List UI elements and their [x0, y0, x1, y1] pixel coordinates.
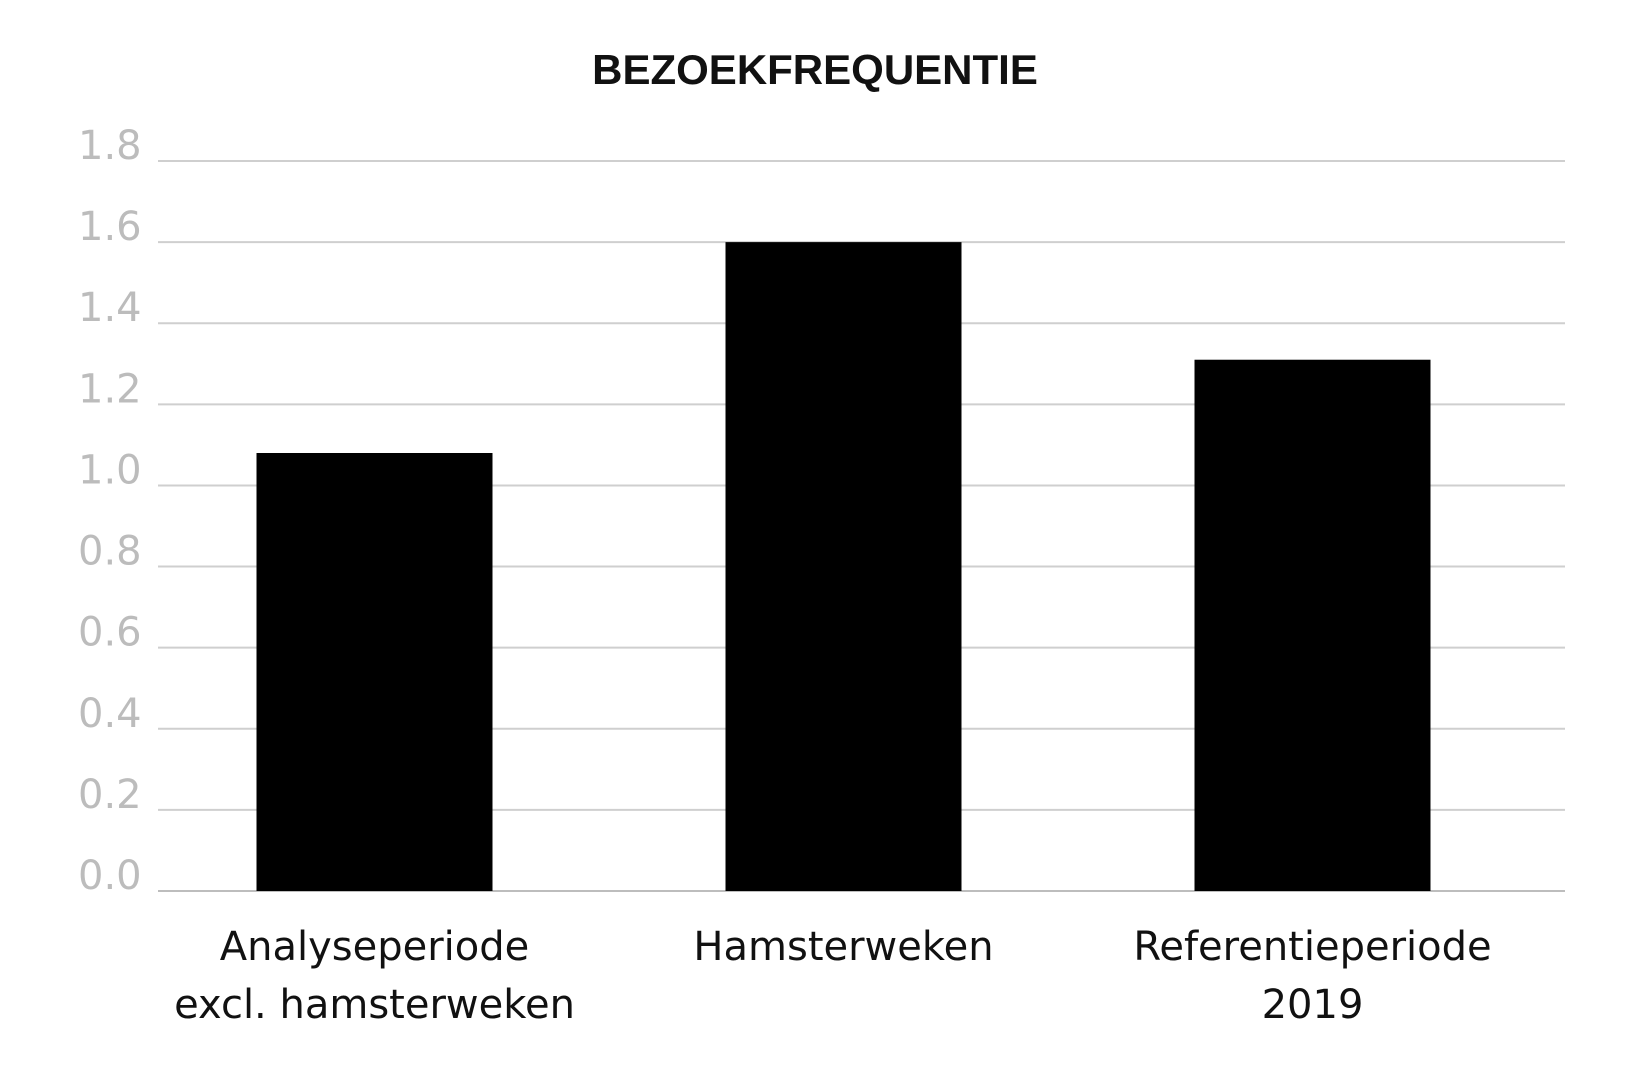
bars	[256, 242, 1431, 892]
y-tick-label: 0.0	[78, 853, 142, 899]
x-tick-label: Hamsterweken	[693, 924, 993, 970]
x-tick-label: Referentieperiode	[1133, 924, 1491, 970]
y-tick-label: 1.6	[78, 204, 142, 250]
bar	[725, 242, 962, 892]
y-axis-ticks: 0.0 0.2 0.4 0.6 0.8 1.0 1.2 1.4 1.6 1.8	[78, 123, 142, 899]
y-tick-label: 1.0	[78, 447, 142, 493]
x-tick-label: Analyseperiode	[220, 924, 530, 970]
x-tick-label: 2019	[1262, 982, 1364, 1028]
y-tick-label: 0.4	[78, 691, 142, 737]
y-tick-label: 1.4	[78, 285, 142, 331]
bar	[1194, 359, 1431, 891]
y-tick-label: 0.6	[78, 610, 142, 656]
x-tick-label: excl. hamsterweken	[174, 982, 575, 1028]
y-tick-label: 0.8	[78, 529, 142, 575]
bar	[256, 453, 493, 891]
y-tick-label: 1.2	[78, 366, 142, 412]
chart-title: BEZOEKFREQUENTIE	[592, 46, 1038, 93]
y-tick-label: 0.2	[78, 772, 142, 818]
y-tick-label: 1.8	[78, 123, 142, 169]
x-axis-labels: Analyseperiode excl. hamsterweken Hamsterw…	[174, 924, 1492, 1028]
